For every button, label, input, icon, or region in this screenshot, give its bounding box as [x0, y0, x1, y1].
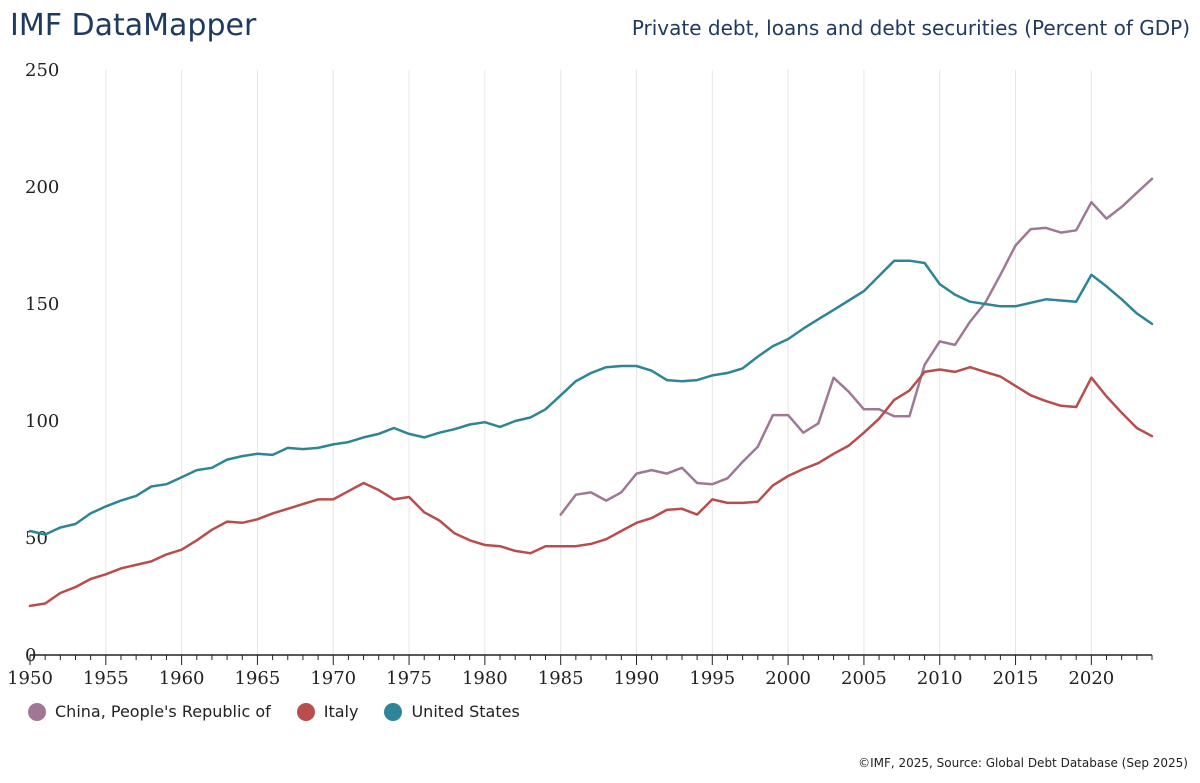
x-tick-label-2005: 2005 [841, 668, 887, 689]
source-credit: ©IMF, 2025, Source: Global Debt Database… [858, 756, 1188, 770]
x-tick-label-1995: 1995 [689, 668, 735, 689]
series-line-us[interactable] [28, 259, 1154, 536]
chart-title: Private debt, loans and debt securities … [631, 16, 1190, 40]
y-tick-label-150: 150 [25, 294, 59, 315]
legend-swatch-italy [296, 702, 315, 721]
x-tick-label-1950: 1950 [7, 668, 53, 689]
x-tick-label-2020: 2020 [1068, 668, 1114, 689]
line-chart: 1950 1955 1960 1965 1970 1975 1980 1985 1990 1995… [7, 60, 1154, 689]
vertical-grid [105, 70, 1092, 655]
legend-item-china[interactable]: China, People's Republic of [28, 702, 271, 721]
legend: China, People's Republic of Italy United… [28, 702, 546, 721]
y-tick-label-100: 100 [25, 411, 59, 432]
y-tick-label-0: 0 [25, 645, 36, 666]
x-axis-ticks: 1950 1955 1960 1965 1970 1975 1980 1985 1990 1995… [7, 655, 1153, 689]
y-axis-ticks: 0 50 100 150 200 250 [25, 60, 59, 666]
series-line-italy[interactable] [28, 365, 1154, 608]
x-tick-label-1970: 1970 [310, 668, 356, 689]
x-tick-label-2015: 2015 [993, 668, 1039, 689]
y-tick-label-50: 50 [25, 528, 48, 549]
legend-item-italy[interactable]: Italy [296, 702, 359, 721]
legend-label-italy: Italy [323, 702, 359, 721]
x-tick-label-1985: 1985 [538, 668, 584, 689]
x-tick-label-2000: 2000 [765, 668, 811, 689]
x-tick-label-1955: 1955 [83, 668, 129, 689]
x-tick-label-2010: 2010 [917, 668, 963, 689]
series-line-china[interactable] [559, 177, 1154, 516]
x-tick-label-1975: 1975 [386, 668, 432, 689]
series-lines [28, 177, 1154, 608]
x-tick-label-1980: 1980 [462, 668, 508, 689]
legend-swatch-us [384, 702, 403, 721]
brand-title: IMF DataMapper [10, 8, 257, 43]
y-tick-label-250: 250 [25, 60, 59, 81]
x-tick-label-1965: 1965 [235, 668, 281, 689]
legend-item-us[interactable]: United States [384, 702, 520, 721]
legend-swatch-china [28, 702, 46, 721]
legend-label-us: United States [411, 702, 520, 721]
legend-label-china: China, People's Republic of [55, 702, 271, 721]
x-tick-label-1990: 1990 [614, 668, 660, 689]
x-tick-label-1960: 1960 [159, 668, 205, 689]
y-tick-label-200: 200 [25, 177, 59, 198]
